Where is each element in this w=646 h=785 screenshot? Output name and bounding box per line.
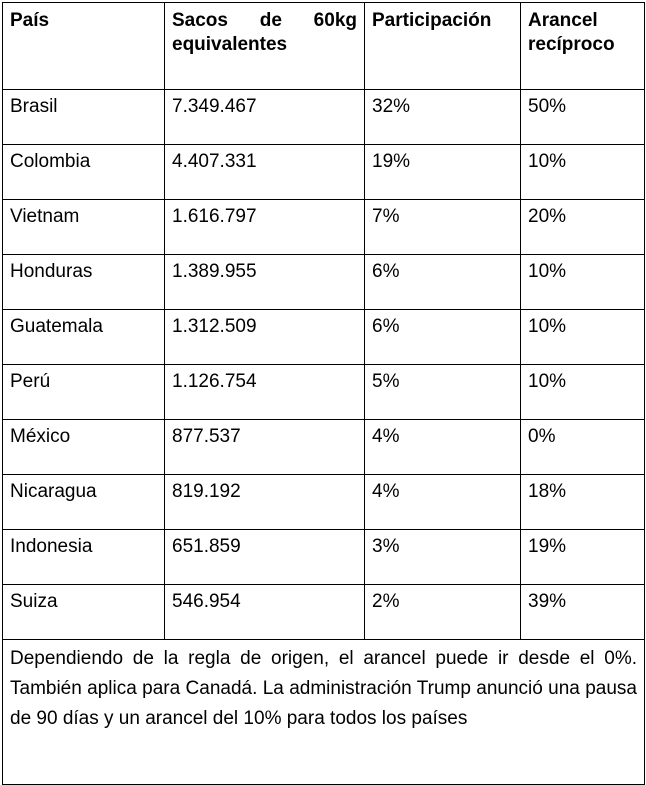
table-row: Indonesia 651.859 3% 19% bbox=[2, 529, 645, 585]
table-cell: 10% bbox=[520, 254, 645, 310]
table-cell: Guatemala bbox=[2, 309, 165, 365]
header-cell: País bbox=[2, 2, 165, 90]
table-cell: 39% bbox=[520, 584, 645, 640]
table-body: Brasil 7.349.467 32% 50% Colombia 4.407.331 19… bbox=[2, 89, 645, 785]
table-row: Colombia 4.407.331 19% 10% bbox=[2, 144, 645, 200]
table-cell: 6% bbox=[364, 254, 521, 310]
table-cell: 3% bbox=[364, 529, 521, 585]
table-cell: 10% bbox=[520, 364, 645, 420]
table-cell: 5% bbox=[364, 364, 521, 420]
table-cell: 877.537 bbox=[164, 419, 365, 475]
table-cell: 20% bbox=[520, 199, 645, 255]
table-cell: 19% bbox=[520, 529, 645, 585]
table-row: Brasil 7.349.467 32% 50% bbox=[2, 89, 645, 145]
table-cell: Honduras bbox=[2, 254, 165, 310]
table-cell: 32% bbox=[364, 89, 521, 145]
table-cell: México bbox=[2, 419, 165, 475]
table-cell: 10% bbox=[520, 144, 645, 200]
table-cell: 1.389.955 bbox=[164, 254, 365, 310]
table-cell: Brasil bbox=[2, 89, 165, 145]
table-cell: 2% bbox=[364, 584, 521, 640]
table-cell: Nicaragua bbox=[2, 474, 165, 530]
header-row: País Sacos de 60kg equivalentes Participac… bbox=[2, 2, 645, 90]
table-cell: 0% bbox=[520, 419, 645, 475]
header-cell: Arancel recíproco bbox=[520, 2, 645, 90]
table-cell: 1.312.509 bbox=[164, 309, 365, 365]
table-cell: Perú bbox=[2, 364, 165, 420]
table-cell: 1.616.797 bbox=[164, 199, 365, 255]
table-cell: Suiza bbox=[2, 584, 165, 640]
table-cell: 19% bbox=[364, 144, 521, 200]
table-cell: 651.859 bbox=[164, 529, 365, 585]
header-cell: Sacos de 60kg equivalentes bbox=[164, 2, 365, 90]
table-cell: Colombia bbox=[2, 144, 165, 200]
note-cell: Dependiendo de la regla de origen, el ar… bbox=[2, 639, 645, 785]
table-cell: 6% bbox=[364, 309, 521, 365]
table-row: Guatemala 1.312.509 6% 10% bbox=[2, 309, 645, 365]
table-cell: 819.192 bbox=[164, 474, 365, 530]
table-cell: 18% bbox=[520, 474, 645, 530]
table-cell: Vietnam bbox=[2, 199, 165, 255]
table-row: Perú 1.126.754 5% 10% bbox=[2, 364, 645, 420]
table-cell: 10% bbox=[520, 309, 645, 365]
table-row: Nicaragua 819.192 4% 18% bbox=[2, 474, 645, 530]
table-row: Vietnam 1.616.797 7% 20% bbox=[2, 199, 645, 255]
table-cell: 4% bbox=[364, 474, 521, 530]
table-cell: Indonesia bbox=[2, 529, 165, 585]
note-row: Dependiendo de la regla de origen, el ar… bbox=[2, 639, 645, 785]
table-cell: 546.954 bbox=[164, 584, 365, 640]
table-row: Suiza 546.954 2% 39% bbox=[2, 584, 645, 640]
table-row: Honduras 1.389.955 6% 10% bbox=[2, 254, 645, 310]
header-cell: Participación bbox=[364, 2, 521, 90]
table-row: México 877.537 4% 0% bbox=[2, 419, 645, 475]
table-cell: 7% bbox=[364, 199, 521, 255]
table-cell: 4.407.331 bbox=[164, 144, 365, 200]
table-cell: 7.349.467 bbox=[164, 89, 365, 145]
table-cell: 4% bbox=[364, 419, 521, 475]
table-cell: 1.126.754 bbox=[164, 364, 365, 420]
table-cell: 50% bbox=[520, 89, 645, 145]
